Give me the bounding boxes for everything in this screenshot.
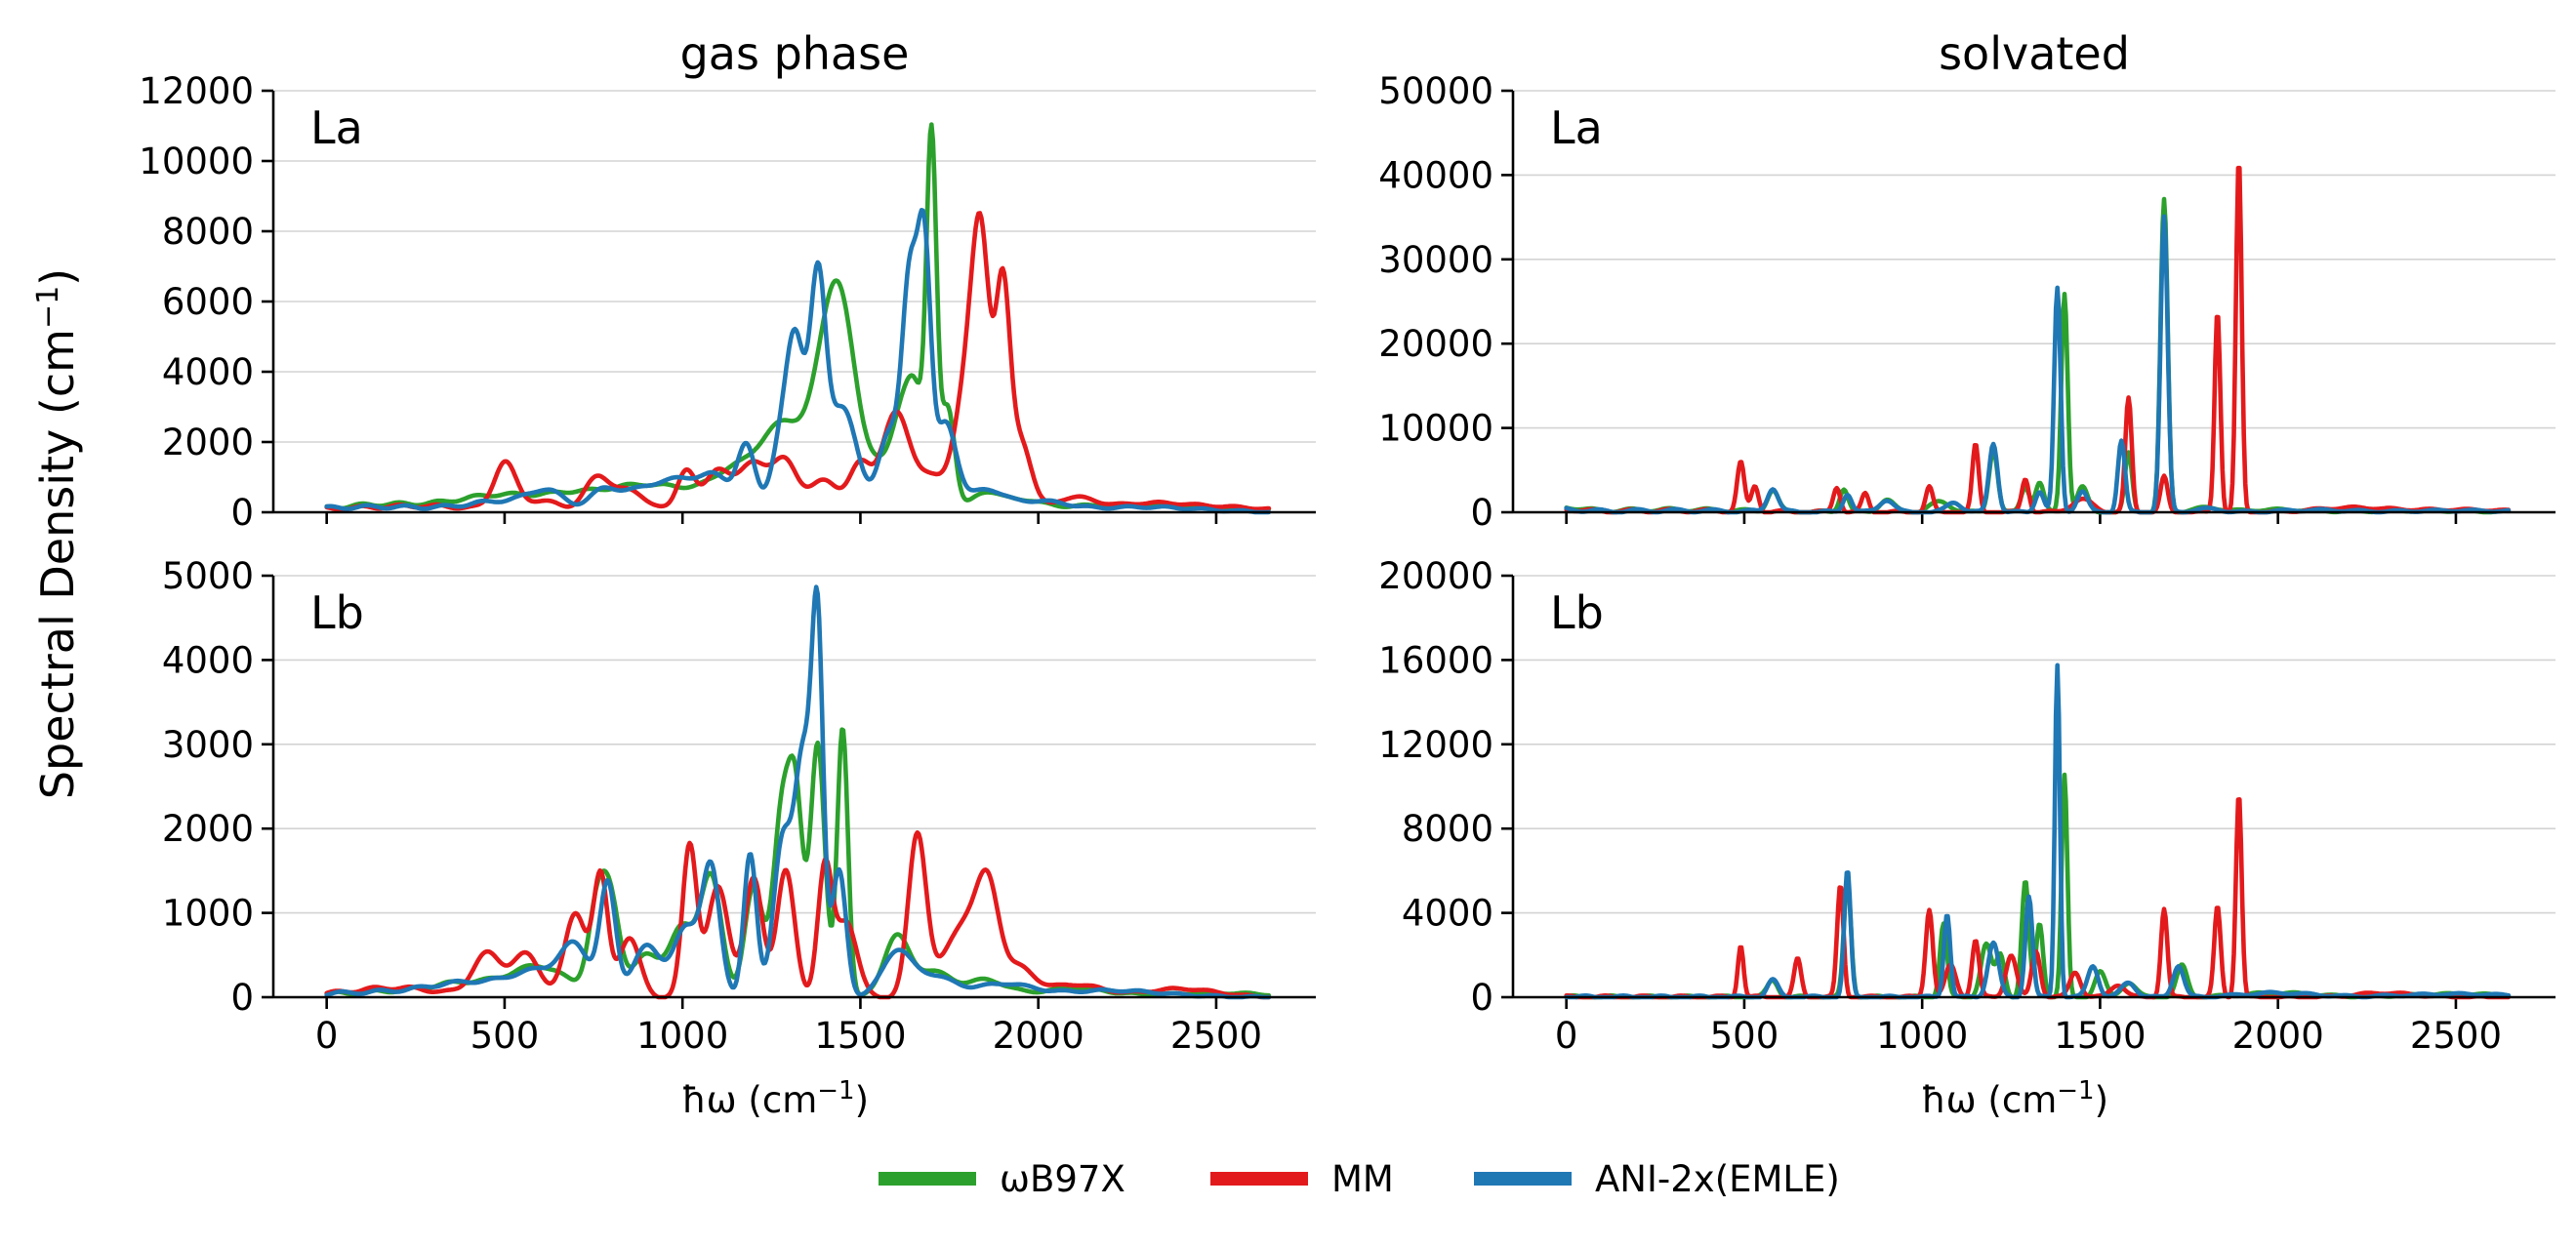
legend: ωB97X MM ANI-2x(EMLE) <box>879 1158 1840 1200</box>
legend-label: ωB97X <box>1000 1158 1125 1200</box>
series-line <box>324 584 1272 1000</box>
y-tick-label: 0 <box>1470 977 1493 1019</box>
x-tick-label: 500 <box>1710 1015 1779 1057</box>
x-tick-label: 500 <box>470 1015 540 1057</box>
panel-label: Lb <box>310 586 364 639</box>
series-line <box>324 829 1272 1000</box>
x-tick-label: 2000 <box>2232 1015 2324 1057</box>
y-tick-label: 2000 <box>162 808 254 850</box>
y-tick-label: 8000 <box>162 211 254 253</box>
x-tick-label: 1500 <box>814 1015 906 1057</box>
y-tick-label: 0 <box>230 492 254 534</box>
y-tick-label: 3000 <box>162 724 254 766</box>
y-tick-label: 10000 <box>139 141 254 182</box>
y-tick-label: 40000 <box>1378 154 1493 196</box>
y-tick-label: 20000 <box>1378 323 1493 365</box>
panel-2: 0 10000 20000 30000 40000 50000 La solvated <box>1378 27 2556 534</box>
x-tick-label: 1000 <box>1876 1015 1968 1057</box>
legend-label: ANI-2x(EMLE) <box>1595 1158 1840 1200</box>
series-line <box>1564 165 2512 515</box>
y-tick-label: 1000 <box>162 893 254 935</box>
y-tick-label: 5000 <box>162 555 254 597</box>
y-tick-label: 10000 <box>1378 408 1493 450</box>
panel-4: 0 4000 8000 12000 16000 20000 0 500 1000 1500 2000… <box>1378 555 2556 1121</box>
y-tick-label: 50000 <box>1378 70 1493 112</box>
y-tick-label: 30000 <box>1378 239 1493 281</box>
x-axis-label: ħω (cm−1) <box>681 1076 869 1121</box>
column-title: gas phase <box>680 27 910 80</box>
panel-label: Lb <box>1550 586 1604 639</box>
panel-1: 0 2000 4000 6000 8000 10000 12000 La gas phase <box>139 27 1316 534</box>
column-title: solvated <box>1939 27 2130 80</box>
y-tick-label: 20000 <box>1378 555 1493 597</box>
y-tick-label: 0 <box>230 977 254 1019</box>
x-tick-label: 1000 <box>636 1015 728 1057</box>
y-tick-label: 16000 <box>1378 639 1493 681</box>
x-tick-label: 2000 <box>993 1015 1084 1057</box>
x-axis-label: ħω (cm−1) <box>1921 1076 2108 1121</box>
series-line <box>1564 196 2512 515</box>
y-tick-label: 4000 <box>1402 893 1493 935</box>
x-tick-label: 0 <box>315 1015 339 1057</box>
y-tick-label: 2000 <box>162 422 254 463</box>
series-line <box>324 208 1272 515</box>
y-tick-label: 6000 <box>162 281 254 323</box>
x-tick-label: 1500 <box>2054 1015 2146 1057</box>
legend-label: MM <box>1331 1158 1394 1200</box>
legend-item: ωB97X <box>879 1158 1125 1200</box>
panel-3: 0 1000 2000 3000 4000 5000 0 500 1000 1500 2000 250… <box>162 555 1316 1121</box>
y-tick-label: 4000 <box>162 639 254 681</box>
x-tick-label: 0 <box>1555 1015 1578 1057</box>
legend-item: ANI-2x(EMLE) <box>1474 1158 1840 1200</box>
y-tick-label: 12000 <box>1378 724 1493 766</box>
x-tick-label: 2500 <box>2410 1015 2502 1057</box>
x-tick-label: 2500 <box>1170 1015 1262 1057</box>
y-tick-label: 0 <box>1470 492 1493 534</box>
panel-label: La <box>310 101 363 154</box>
y-tick-label: 12000 <box>139 70 254 112</box>
panel-label: La <box>1550 101 1603 154</box>
y-tick-label: 8000 <box>1402 808 1493 850</box>
legend-item: MM <box>1210 1158 1394 1200</box>
series-line <box>324 211 1272 512</box>
figure-ylabel: Spectral Density (cm−1) <box>31 268 84 799</box>
series-line <box>324 122 1272 512</box>
y-tick-label: 4000 <box>162 351 254 393</box>
series-line <box>1564 214 2512 515</box>
